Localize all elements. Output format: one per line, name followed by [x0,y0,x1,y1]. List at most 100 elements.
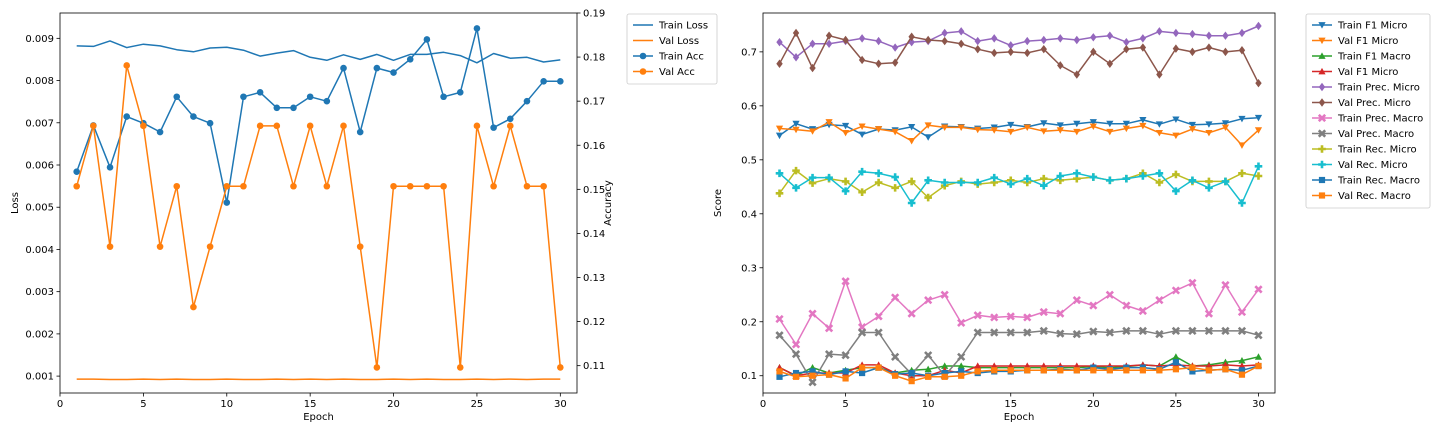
legend-entry: Val F1 Micro [1338,36,1398,47]
legend-entry: Train Rec. Micro [1337,145,1417,156]
data-point [1023,313,1032,322]
data-point [874,328,883,337]
data-point [1156,27,1163,36]
legend: Train F1 Micro Val F1 Micro Train F1 Macro… [1305,13,1431,209]
data-point [1221,177,1230,186]
data-point [106,163,114,171]
data-point [356,243,364,250]
data-point [506,115,514,123]
legend-marker [1318,160,1326,169]
data-point [490,182,497,190]
data-point [1189,29,1196,39]
data-point [891,293,900,302]
data-point [1007,47,1014,57]
data-point [1155,178,1164,187]
data-point [1006,328,1015,337]
data-point [974,368,981,375]
data-point [874,312,883,321]
y-tick-label: 0.003 [25,287,54,298]
data-point [290,182,297,190]
data-point [907,177,916,186]
data-point [390,182,397,190]
legend-marker [1317,129,1327,138]
data-point [841,187,850,195]
chart-1: 0 5 10 15 20 25 30 0.001 0.002 0.003 0.004 0.005 0.0… [10,9,718,423]
legend-marker [1317,113,1327,123]
data-point [891,173,899,181]
x-tick-label: 10 [922,399,935,410]
data-point [907,199,916,207]
data-point [423,182,431,190]
data-point [1188,121,1197,129]
data-point [90,122,97,130]
data-point [973,328,982,337]
data-point [1106,128,1114,136]
data-point [206,119,214,127]
data-point [1139,367,1146,374]
data-point [776,37,783,47]
data-point [1122,125,1130,133]
data-point [1039,326,1048,336]
data-point [356,128,364,136]
data-point [775,132,784,140]
legend: Train Loss Val Loss Train Acc Val Acc [626,13,718,85]
series-train-loss-1 [76,40,561,64]
data-point [1171,286,1181,295]
data-point [891,352,900,361]
data-point [1123,37,1130,47]
data-point [1106,120,1114,128]
data-point [1221,280,1230,290]
data-point [273,122,281,130]
data-point [825,173,833,182]
data-point [1238,169,1246,178]
data-point [908,378,915,385]
data-point [1105,290,1114,299]
data-point [908,32,915,41]
data-point [974,362,982,369]
data-point [373,364,381,371]
x-tick-label: 30 [1252,399,1265,410]
legend-entry: Val Rec. Micro [1338,160,1408,171]
data-point [440,182,447,190]
data-point [875,364,882,371]
data-point [908,138,916,145]
x-tick-label: 0 [57,399,63,410]
x-tick-label: 20 [1087,399,1100,410]
legend-entry: Val Loss [659,36,699,47]
legend-entry: Train F1 Macro [1337,52,1411,63]
data-point [1057,367,1064,374]
data-point [1106,367,1113,374]
legend-entry: Val F1 Micro [1338,67,1398,78]
data-point [1073,128,1081,136]
data-point [1073,35,1081,45]
legend-entry: Train F1 Micro [1337,21,1407,32]
series-line [75,64,562,369]
data-point [973,178,982,187]
data-point [1172,170,1180,179]
data-point [842,35,849,45]
data-point [1238,28,1246,38]
legend-entry: Val Prec. Macro [1338,129,1414,140]
data-point [825,119,833,126]
data-point [891,58,899,67]
data-point [875,59,882,68]
data-point [1222,31,1229,40]
data-point [892,372,899,379]
legend-marker [1318,22,1326,29]
data-point [1122,120,1130,128]
data-point [924,351,933,360]
data-point [792,126,800,134]
data-point [775,125,784,133]
legend-marker [1318,37,1326,45]
data-point [924,365,932,373]
data-point [1238,367,1246,374]
y2-tick-label: 0.18 [583,53,605,64]
data-point [841,122,850,130]
data-point [941,124,949,132]
data-point [874,178,883,187]
data-point [858,188,866,197]
data-point [1238,357,1246,364]
data-point [373,64,381,72]
data-point [1156,367,1163,374]
data-point [792,184,800,192]
